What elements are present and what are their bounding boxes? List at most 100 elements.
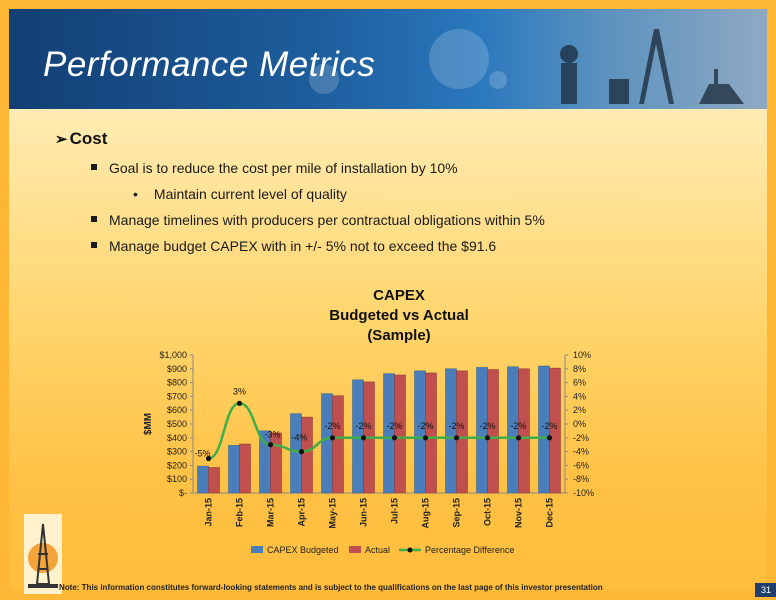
percentage-data-label: -2% xyxy=(324,421,340,431)
percentage-data-label: -2% xyxy=(479,421,495,431)
x-tick-label: Apr-15 xyxy=(297,498,307,527)
y2-tick-label: -2% xyxy=(573,433,589,443)
x-tick-label: Jan-15 xyxy=(204,498,214,527)
x-tick-label: Aug-15 xyxy=(421,498,431,529)
legend-label-actual: Actual xyxy=(365,545,390,555)
arrow-bullet-icon: ➢ xyxy=(55,131,68,148)
chart-title-line: CAPEX xyxy=(373,287,425,304)
sub-bullet-item: • Maintain current level of quality xyxy=(133,186,347,202)
bullet-item: Manage timelines with producers per cont… xyxy=(91,212,545,228)
y-tick-label: $600 xyxy=(167,405,187,415)
y2-tick-label: -8% xyxy=(573,474,589,484)
y-tick-label: $500 xyxy=(167,419,187,429)
percentage-point xyxy=(515,435,522,441)
chart-title-line: (Sample) xyxy=(367,327,431,344)
actual-bar xyxy=(487,369,499,494)
x-tick-label: Sep-15 xyxy=(452,498,462,528)
budget-bar xyxy=(197,465,209,494)
page-title: Performance Metrics xyxy=(43,45,376,84)
y-tick-label: $100 xyxy=(167,474,187,484)
x-tick-label: Mar-15 xyxy=(266,498,276,527)
y-tick-label: $800 xyxy=(167,378,187,388)
company-logo xyxy=(24,514,62,594)
y2-tick-label: 4% xyxy=(573,391,586,401)
percentage-data-label: -2% xyxy=(417,421,433,431)
legend-swatch-budget xyxy=(251,546,263,553)
percentage-point xyxy=(360,435,367,441)
y2-tick-label: 0% xyxy=(573,419,586,429)
actual-bar xyxy=(239,443,251,494)
y2-tick-label: 2% xyxy=(573,405,586,415)
percentage-point xyxy=(453,435,460,441)
percentage-data-label: -2% xyxy=(355,421,371,431)
x-tick-label: Feb-15 xyxy=(235,498,245,527)
actual-bar xyxy=(301,416,313,494)
actual-bar xyxy=(456,370,468,494)
percentage-point xyxy=(236,400,243,406)
square-bullet-icon xyxy=(91,216,97,223)
x-tick-label: Oct-15 xyxy=(483,498,493,526)
legend-marker-percentage xyxy=(407,547,413,553)
percentage-point xyxy=(329,435,336,441)
budget-bar xyxy=(228,445,240,494)
y2-tick-label: -4% xyxy=(573,447,589,457)
page-number: 31 xyxy=(755,583,776,597)
percentage-point xyxy=(298,449,305,455)
y-tick-label: $1,000 xyxy=(159,350,187,360)
header-banner: Performance Metrics xyxy=(9,9,767,109)
round-bullet-icon: • xyxy=(133,186,138,202)
x-tick-label: Nov-15 xyxy=(514,498,524,528)
budget-bar xyxy=(445,368,457,494)
percentage-point xyxy=(484,435,491,441)
percentage-point xyxy=(205,455,212,462)
percentage-point xyxy=(267,442,274,448)
footnote: Note: This information constitutes forwa… xyxy=(59,583,603,592)
percentage-point xyxy=(422,435,429,441)
percentage-data-label: -2% xyxy=(541,421,557,431)
actual-bar xyxy=(394,374,406,494)
x-tick-label: Jun-15 xyxy=(359,498,369,527)
percentage-point xyxy=(391,435,398,441)
y2-tick-label: 8% xyxy=(573,364,586,374)
y2-tick-label: 6% xyxy=(573,378,586,388)
legend-label-percentage: Percentage Difference xyxy=(425,545,514,555)
x-tick-label: Dec-15 xyxy=(545,498,555,528)
budget-bar xyxy=(414,370,426,494)
y2-tick-label: -6% xyxy=(573,460,589,470)
percentage-point xyxy=(546,435,553,441)
y2-tick-label: 10% xyxy=(573,350,591,360)
y-tick-label: $300 xyxy=(167,447,187,457)
oil-rig-silhouette-icon xyxy=(560,29,744,104)
y-tick-label: $400 xyxy=(167,433,187,443)
percentage-data-label: 3% xyxy=(233,386,246,396)
budget-bar xyxy=(383,373,395,494)
actual-bar xyxy=(549,367,561,494)
y-tick-label: $- xyxy=(179,488,187,498)
x-tick-label: Jul-15 xyxy=(390,498,400,524)
section-heading: ➢ Cost xyxy=(55,129,108,148)
x-tick-label: May-15 xyxy=(328,498,338,529)
actual-bar xyxy=(332,395,344,494)
percentage-data-label: -2% xyxy=(510,421,526,431)
actual-bar xyxy=(270,432,282,494)
percentage-data-label: -4% xyxy=(291,433,307,443)
bullet-item: Manage budget CAPEX with in +/- 5% not t… xyxy=(91,238,496,254)
chart-title-line: Budgeted vs Actual xyxy=(329,307,469,324)
percentage-data-label: -5% xyxy=(194,449,210,459)
y-tick-label: $900 xyxy=(167,364,187,374)
actual-bar xyxy=(518,368,530,494)
actual-bar xyxy=(208,467,220,494)
y-tick-label: $200 xyxy=(167,460,187,470)
slide-body: Performance Metrics ➢ Cost Goal is to red… xyxy=(9,9,776,597)
y-axis-title: $MM xyxy=(143,413,154,435)
square-bullet-icon xyxy=(91,242,97,249)
bullet-item: Goal is to reduce the cost per mile of i… xyxy=(91,160,458,176)
percentage-data-label: -2% xyxy=(448,421,464,431)
capex-chart: $1,000 $900 $800 $700 $600 $500 $400 $300 $200 $1… xyxy=(143,350,594,555)
legend-label-budget: CAPEX Budgeted xyxy=(267,545,339,555)
percentage-data-label: -3% xyxy=(264,430,280,440)
budget-bar xyxy=(321,393,333,494)
actual-bar xyxy=(425,372,437,494)
y-tick-label: $700 xyxy=(167,391,187,401)
